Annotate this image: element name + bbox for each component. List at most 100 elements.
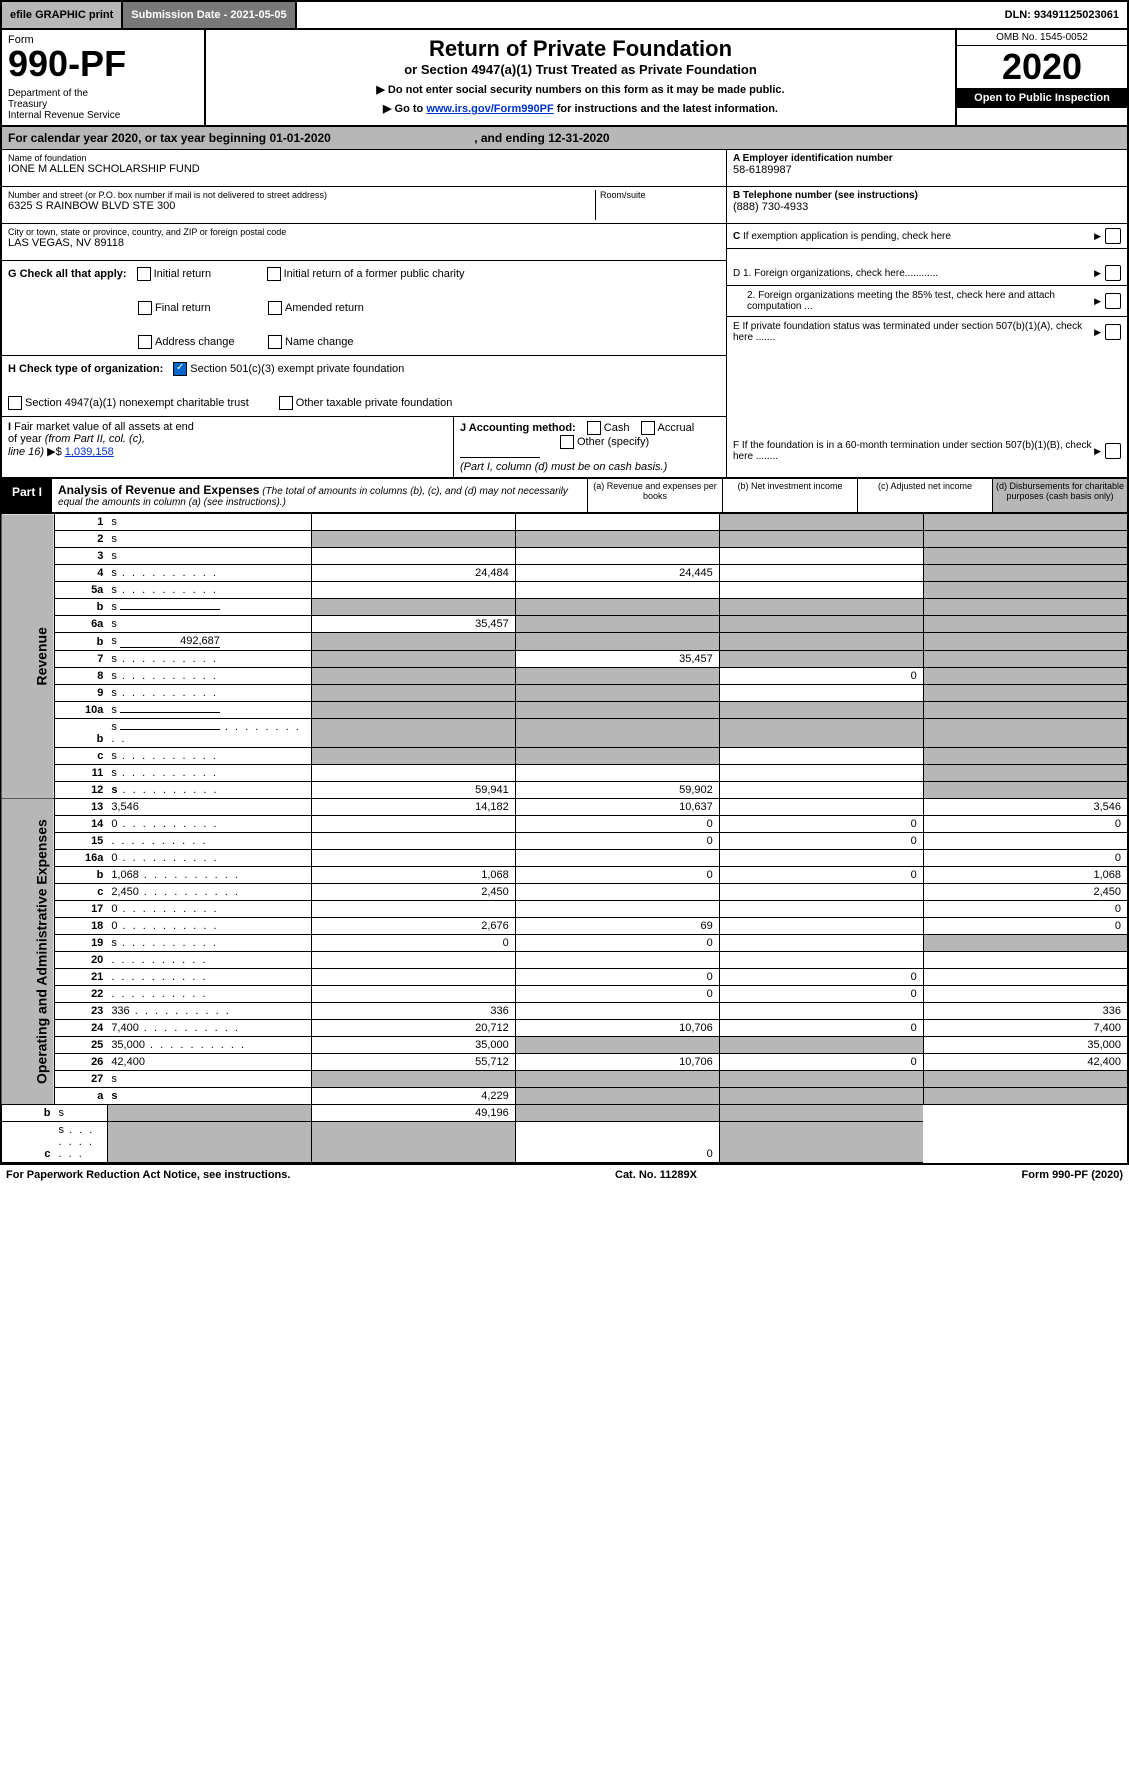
check-c: C If exemption application is pending, c… xyxy=(727,224,1127,249)
cell-a xyxy=(311,702,515,719)
cell-d: 0 xyxy=(923,918,1128,935)
address-box: Number and street (or P.O. box number if… xyxy=(2,187,726,224)
cell-c xyxy=(719,1088,923,1105)
row-desc: s 492,687 xyxy=(107,633,311,651)
checkbox-d2[interactable] xyxy=(1105,293,1121,309)
cell-c xyxy=(515,1105,719,1122)
i-box: I Fair market value of all assets at end… xyxy=(2,417,453,477)
checkbox-c[interactable] xyxy=(1105,228,1121,244)
table-row: 11s xyxy=(1,765,1128,782)
part1-table: Revenue1s2s3s4s24,48424,4455asbs 6as35,4… xyxy=(0,514,1129,1163)
col-a: (a) Revenue and expenses per books xyxy=(587,479,722,512)
row-num: 22 xyxy=(55,986,108,1003)
row-num: 2 xyxy=(55,531,108,548)
cell-a xyxy=(311,668,515,685)
info-left: Name of foundation IONE M ALLEN SCHOLARS… xyxy=(2,150,726,261)
table-row: 7s35,457 xyxy=(1,651,1128,668)
row-desc: s xyxy=(107,1088,311,1105)
cell-a xyxy=(311,901,515,918)
checkbox-other[interactable] xyxy=(560,435,574,449)
cell-c xyxy=(719,702,923,719)
checkbox-initial[interactable] xyxy=(137,267,151,281)
cell-a: 0 xyxy=(311,935,515,952)
checkbox-name[interactable] xyxy=(268,335,282,349)
row-desc: 0 xyxy=(107,816,311,833)
cell-c xyxy=(719,765,923,782)
checkbox-other-tax[interactable] xyxy=(279,396,293,410)
row-num: 5a xyxy=(55,582,108,599)
checkbox-d1[interactable] xyxy=(1105,265,1121,281)
fmv-link[interactable]: 1,039,158 xyxy=(65,446,114,458)
table-row: bs xyxy=(1,599,1128,616)
table-row: 16a00 xyxy=(1,850,1128,867)
table-row: b1,0681,068001,068 xyxy=(1,867,1128,884)
cell-b xyxy=(515,1003,719,1020)
cell-c: 0 xyxy=(719,986,923,1003)
col-b: (b) Net investment income xyxy=(722,479,857,512)
checkbox-accrual[interactable] xyxy=(641,421,655,435)
cell-c: 0 xyxy=(719,668,923,685)
form-number: 990-PF xyxy=(8,46,198,82)
table-row: 2200 xyxy=(1,986,1128,1003)
cell-c xyxy=(719,782,923,799)
cell-c xyxy=(719,616,923,633)
part1-label: Part I xyxy=(2,479,52,512)
checkbox-e[interactable] xyxy=(1105,324,1121,340)
table-row: 12s59,94159,902 xyxy=(1,782,1128,799)
footer-mid: Cat. No. 11289X xyxy=(615,1169,697,1181)
checkbox-amended[interactable] xyxy=(268,301,282,315)
cell-a xyxy=(107,1105,311,1122)
cell-a xyxy=(311,748,515,765)
table-row: 4s24,48424,445 xyxy=(1,565,1128,582)
cell-a xyxy=(311,1071,515,1088)
checkbox-f[interactable] xyxy=(1105,443,1121,459)
table-row: 9s xyxy=(1,685,1128,702)
checkbox-address[interactable] xyxy=(138,335,152,349)
checkbox-initial-former[interactable] xyxy=(267,267,281,281)
table-row: 19s00 xyxy=(1,935,1128,952)
cell-c xyxy=(719,565,923,582)
row-desc: s xyxy=(107,582,311,599)
row-num: 3 xyxy=(55,548,108,565)
row-num: 17 xyxy=(55,901,108,918)
row-desc xyxy=(107,833,311,850)
cell-b: 0 xyxy=(515,969,719,986)
table-row: c2,4502,4502,450 xyxy=(1,884,1128,901)
table-row: bs49,196 xyxy=(1,1105,1128,1122)
table-row: 23336336336 xyxy=(1,1003,1128,1020)
row-num: 8 xyxy=(55,668,108,685)
checkbox-4947[interactable] xyxy=(8,396,22,410)
cell-a xyxy=(311,548,515,565)
cell-d: 2,450 xyxy=(923,884,1128,901)
col-c: (c) Adjusted net income xyxy=(857,479,992,512)
dln: DLN: 93491125023061 xyxy=(997,2,1127,28)
row-desc: s xyxy=(107,531,311,548)
row-num: 11 xyxy=(55,765,108,782)
row-num: 12 xyxy=(55,782,108,799)
info-grid: Name of foundation IONE M ALLEN SCHOLARS… xyxy=(0,150,1129,261)
cell-b xyxy=(515,702,719,719)
row-num: 16a xyxy=(55,850,108,867)
checkbox-final[interactable] xyxy=(138,301,152,315)
cell-c xyxy=(719,685,923,702)
cell-d xyxy=(923,748,1128,765)
arrow-icon xyxy=(1094,446,1103,457)
cell-c xyxy=(719,799,923,816)
calendar-year-row: For calendar year 2020, or tax year begi… xyxy=(0,127,1129,150)
form-link[interactable]: www.irs.gov/Form990PF xyxy=(426,103,553,115)
cell-d xyxy=(923,616,1128,633)
row-desc: s xyxy=(107,685,311,702)
cell-b xyxy=(515,668,719,685)
checkbox-cash[interactable] xyxy=(587,421,601,435)
cell-d: 1,068 xyxy=(923,867,1128,884)
checkbox-501c3[interactable]: ✓ xyxy=(173,362,187,376)
cell-c: 0 xyxy=(719,969,923,986)
check-e: E If private foundation status was termi… xyxy=(727,317,1127,347)
row-num: b xyxy=(55,633,108,651)
row-desc: s xyxy=(107,782,311,799)
cell-a: 2,676 xyxy=(311,918,515,935)
row-num: 20 xyxy=(55,952,108,969)
table-row: 8s0 xyxy=(1,668,1128,685)
cell-b: 10,637 xyxy=(515,799,719,816)
ein: 58-6189987 xyxy=(733,164,1121,176)
